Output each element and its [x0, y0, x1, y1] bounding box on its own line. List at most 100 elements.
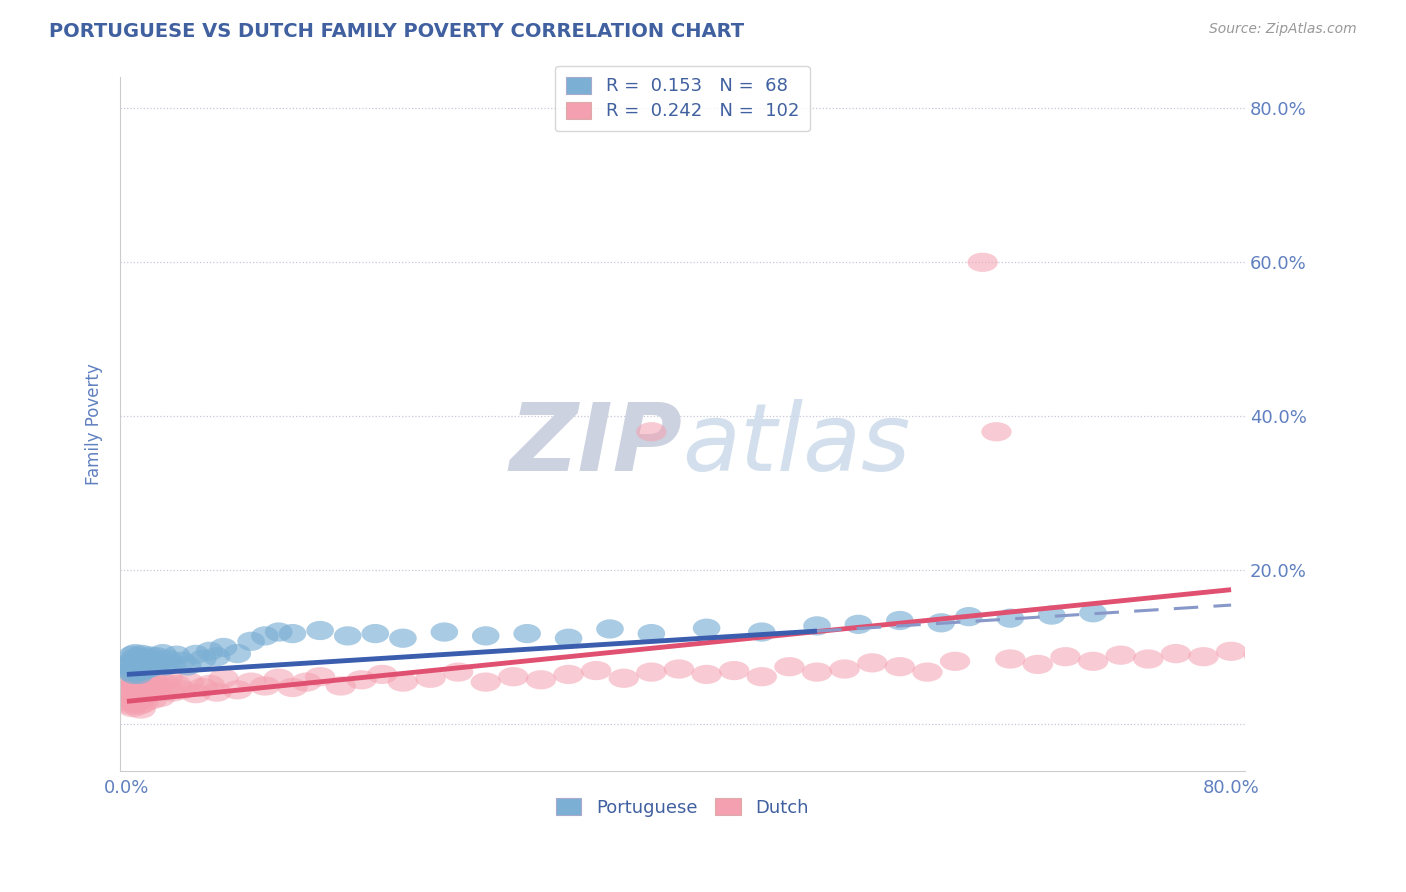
Ellipse shape	[132, 673, 163, 691]
Ellipse shape	[143, 647, 172, 666]
Ellipse shape	[912, 663, 942, 681]
Ellipse shape	[114, 669, 145, 688]
Ellipse shape	[128, 657, 156, 675]
Ellipse shape	[967, 252, 998, 272]
Ellipse shape	[596, 619, 624, 639]
Ellipse shape	[1243, 646, 1274, 665]
Ellipse shape	[928, 613, 955, 632]
Ellipse shape	[803, 616, 831, 635]
Ellipse shape	[117, 663, 145, 681]
Ellipse shape	[155, 649, 183, 669]
Text: ZIP: ZIP	[509, 399, 682, 491]
Ellipse shape	[884, 657, 915, 676]
Ellipse shape	[263, 669, 294, 688]
Ellipse shape	[581, 661, 612, 681]
Ellipse shape	[775, 657, 804, 676]
Ellipse shape	[326, 676, 356, 696]
Ellipse shape	[115, 681, 146, 699]
Ellipse shape	[1133, 649, 1164, 669]
Ellipse shape	[174, 673, 204, 691]
Ellipse shape	[305, 667, 335, 686]
Ellipse shape	[264, 623, 292, 641]
Ellipse shape	[129, 678, 160, 698]
Ellipse shape	[1271, 641, 1302, 661]
Ellipse shape	[114, 686, 145, 705]
Ellipse shape	[555, 629, 582, 648]
Ellipse shape	[981, 422, 1012, 442]
Ellipse shape	[187, 678, 218, 698]
Ellipse shape	[277, 678, 308, 698]
Ellipse shape	[120, 681, 150, 699]
Ellipse shape	[183, 645, 209, 664]
Ellipse shape	[307, 621, 333, 640]
Ellipse shape	[127, 674, 157, 694]
Ellipse shape	[127, 662, 155, 681]
Ellipse shape	[115, 696, 146, 714]
Ellipse shape	[1354, 634, 1385, 653]
Ellipse shape	[858, 653, 887, 673]
Ellipse shape	[202, 647, 231, 666]
Ellipse shape	[131, 650, 159, 669]
Y-axis label: Family Poverty: Family Poverty	[86, 363, 103, 485]
Ellipse shape	[174, 657, 201, 675]
Ellipse shape	[125, 658, 153, 678]
Ellipse shape	[142, 676, 173, 696]
Ellipse shape	[132, 656, 160, 674]
Text: Source: ZipAtlas.com: Source: ZipAtlas.com	[1209, 22, 1357, 37]
Ellipse shape	[278, 624, 307, 643]
Ellipse shape	[224, 644, 252, 664]
Ellipse shape	[157, 682, 187, 702]
Ellipse shape	[117, 698, 148, 717]
Ellipse shape	[136, 690, 167, 709]
Ellipse shape	[122, 661, 150, 681]
Ellipse shape	[748, 623, 776, 641]
Ellipse shape	[146, 653, 174, 673]
Ellipse shape	[195, 641, 224, 661]
Ellipse shape	[252, 626, 278, 646]
Ellipse shape	[472, 626, 499, 646]
Ellipse shape	[118, 659, 146, 679]
Ellipse shape	[236, 673, 266, 691]
Ellipse shape	[208, 669, 239, 688]
Ellipse shape	[131, 686, 162, 705]
Ellipse shape	[637, 624, 665, 643]
Ellipse shape	[117, 653, 145, 673]
Ellipse shape	[139, 682, 170, 702]
Ellipse shape	[129, 654, 157, 673]
Ellipse shape	[139, 652, 167, 671]
Ellipse shape	[118, 690, 149, 709]
Ellipse shape	[513, 624, 541, 643]
Ellipse shape	[388, 673, 418, 691]
Ellipse shape	[134, 684, 165, 703]
Ellipse shape	[120, 665, 148, 684]
Ellipse shape	[250, 676, 280, 696]
Text: atlas: atlas	[682, 400, 911, 491]
Ellipse shape	[181, 684, 211, 703]
Ellipse shape	[135, 658, 163, 678]
Ellipse shape	[138, 655, 166, 674]
Ellipse shape	[1080, 603, 1107, 623]
Ellipse shape	[125, 686, 156, 705]
Ellipse shape	[162, 674, 191, 694]
Ellipse shape	[122, 691, 153, 711]
Ellipse shape	[718, 661, 749, 681]
Ellipse shape	[1161, 644, 1191, 664]
Ellipse shape	[1105, 646, 1136, 665]
Ellipse shape	[124, 647, 152, 666]
Ellipse shape	[118, 678, 149, 698]
Ellipse shape	[136, 647, 165, 665]
Ellipse shape	[127, 651, 155, 670]
Ellipse shape	[1354, 176, 1385, 195]
Ellipse shape	[134, 648, 162, 668]
Ellipse shape	[145, 688, 176, 707]
Ellipse shape	[148, 673, 179, 691]
Ellipse shape	[121, 655, 149, 674]
Ellipse shape	[830, 659, 860, 679]
Ellipse shape	[1326, 640, 1357, 658]
Ellipse shape	[1078, 652, 1108, 671]
Ellipse shape	[125, 699, 156, 719]
Ellipse shape	[128, 645, 156, 664]
Ellipse shape	[135, 681, 166, 699]
Ellipse shape	[997, 608, 1024, 628]
Ellipse shape	[188, 649, 217, 669]
